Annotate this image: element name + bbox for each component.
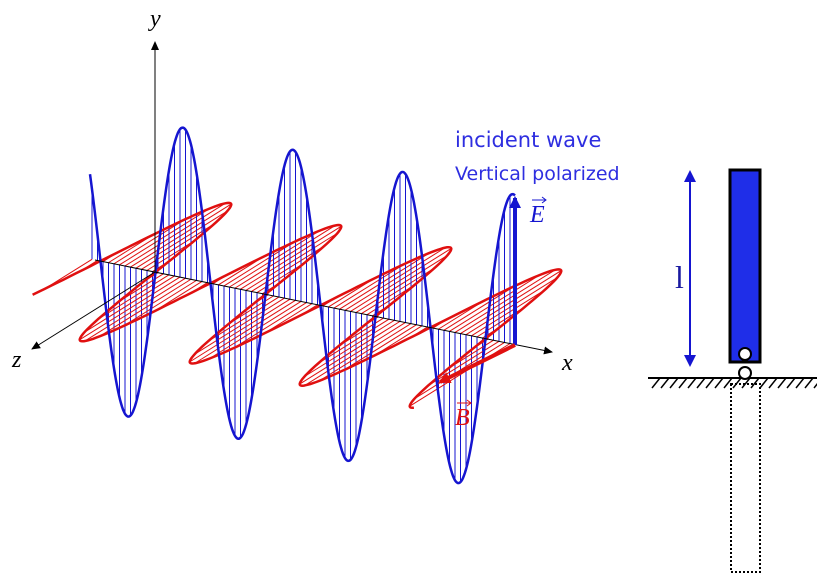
y-label: y — [148, 6, 161, 32]
b-hatch — [229, 230, 320, 288]
x-axis — [94, 259, 553, 355]
b-hatch — [130, 203, 232, 268]
b-hatch — [119, 208, 210, 266]
b-hatch — [233, 302, 307, 349]
x-label: x — [561, 350, 573, 376]
hatch-line — [768, 377, 778, 389]
hatch-line — [678, 377, 688, 389]
hatch-line — [723, 377, 733, 389]
pivot — [738, 366, 752, 380]
b-vector — [438, 343, 516, 384]
hatch-line — [786, 377, 796, 389]
b-hatch — [333, 263, 406, 309]
b-hatch — [113, 218, 186, 265]
b-hatch — [223, 241, 296, 287]
b-hatch — [471, 289, 545, 337]
feed-point — [738, 347, 752, 361]
b-hatch — [135, 210, 228, 269]
b-hatch — [79, 276, 181, 341]
hatch-line — [777, 377, 787, 389]
b-hatch — [234, 225, 336, 289]
b-hatch — [355, 255, 448, 313]
b-hatch — [344, 247, 446, 311]
hatch-line — [741, 377, 751, 389]
b-hatch — [189, 298, 291, 363]
z-axis — [31, 271, 156, 350]
b-hatch — [350, 248, 452, 312]
b-hatch — [97, 274, 170, 320]
hatch-line — [687, 377, 697, 389]
b-hatch — [245, 232, 338, 291]
hatch-line — [696, 377, 706, 389]
b-hatch — [209, 300, 302, 359]
b-arrow-accent — [457, 399, 472, 407]
b-hatch — [194, 299, 296, 364]
antenna — [728, 168, 762, 364]
b-label: B — [455, 405, 470, 431]
e-arrow-accent — [532, 196, 547, 204]
caption-line: Vertical polarized — [455, 163, 620, 185]
e-wave — [88, 126, 516, 485]
z-label: z — [11, 347, 22, 373]
b-hatch — [84, 275, 175, 333]
hatch-line — [651, 377, 661, 389]
hatch-line — [804, 377, 814, 389]
e-label: E — [529, 202, 545, 228]
hatch-line — [660, 377, 670, 389]
b-hatch — [99, 278, 192, 337]
b-hatch — [207, 296, 280, 342]
image-antenna — [730, 383, 761, 573]
hatch-line — [714, 377, 724, 389]
b-hatch — [124, 202, 226, 267]
b-hatch — [299, 320, 401, 385]
hatch-line — [705, 377, 715, 389]
wave — [32, 126, 563, 485]
b-hatch — [465, 277, 558, 336]
b-hatch — [460, 270, 562, 334]
b-hatch — [339, 252, 430, 310]
length-label: l — [675, 259, 684, 295]
b-hatch — [194, 297, 285, 355]
b-hatch — [240, 225, 342, 290]
hatch-line — [669, 377, 679, 389]
ground-hatch — [651, 377, 817, 389]
b-hatch — [84, 277, 186, 342]
hatch-line — [813, 383, 817, 389]
b-hatch — [443, 285, 516, 331]
b-hatch — [304, 322, 406, 386]
b-hatch — [343, 324, 417, 371]
b-hatch — [317, 318, 390, 364]
hatch-line — [759, 377, 769, 389]
b-hatch — [454, 269, 556, 333]
caption-line: incident wave — [455, 128, 601, 152]
b-hatch — [123, 279, 197, 327]
b-hatch — [449, 274, 540, 332]
hatch-line — [795, 377, 805, 389]
b-hatch — [304, 319, 395, 377]
b-hatch — [319, 323, 412, 382]
